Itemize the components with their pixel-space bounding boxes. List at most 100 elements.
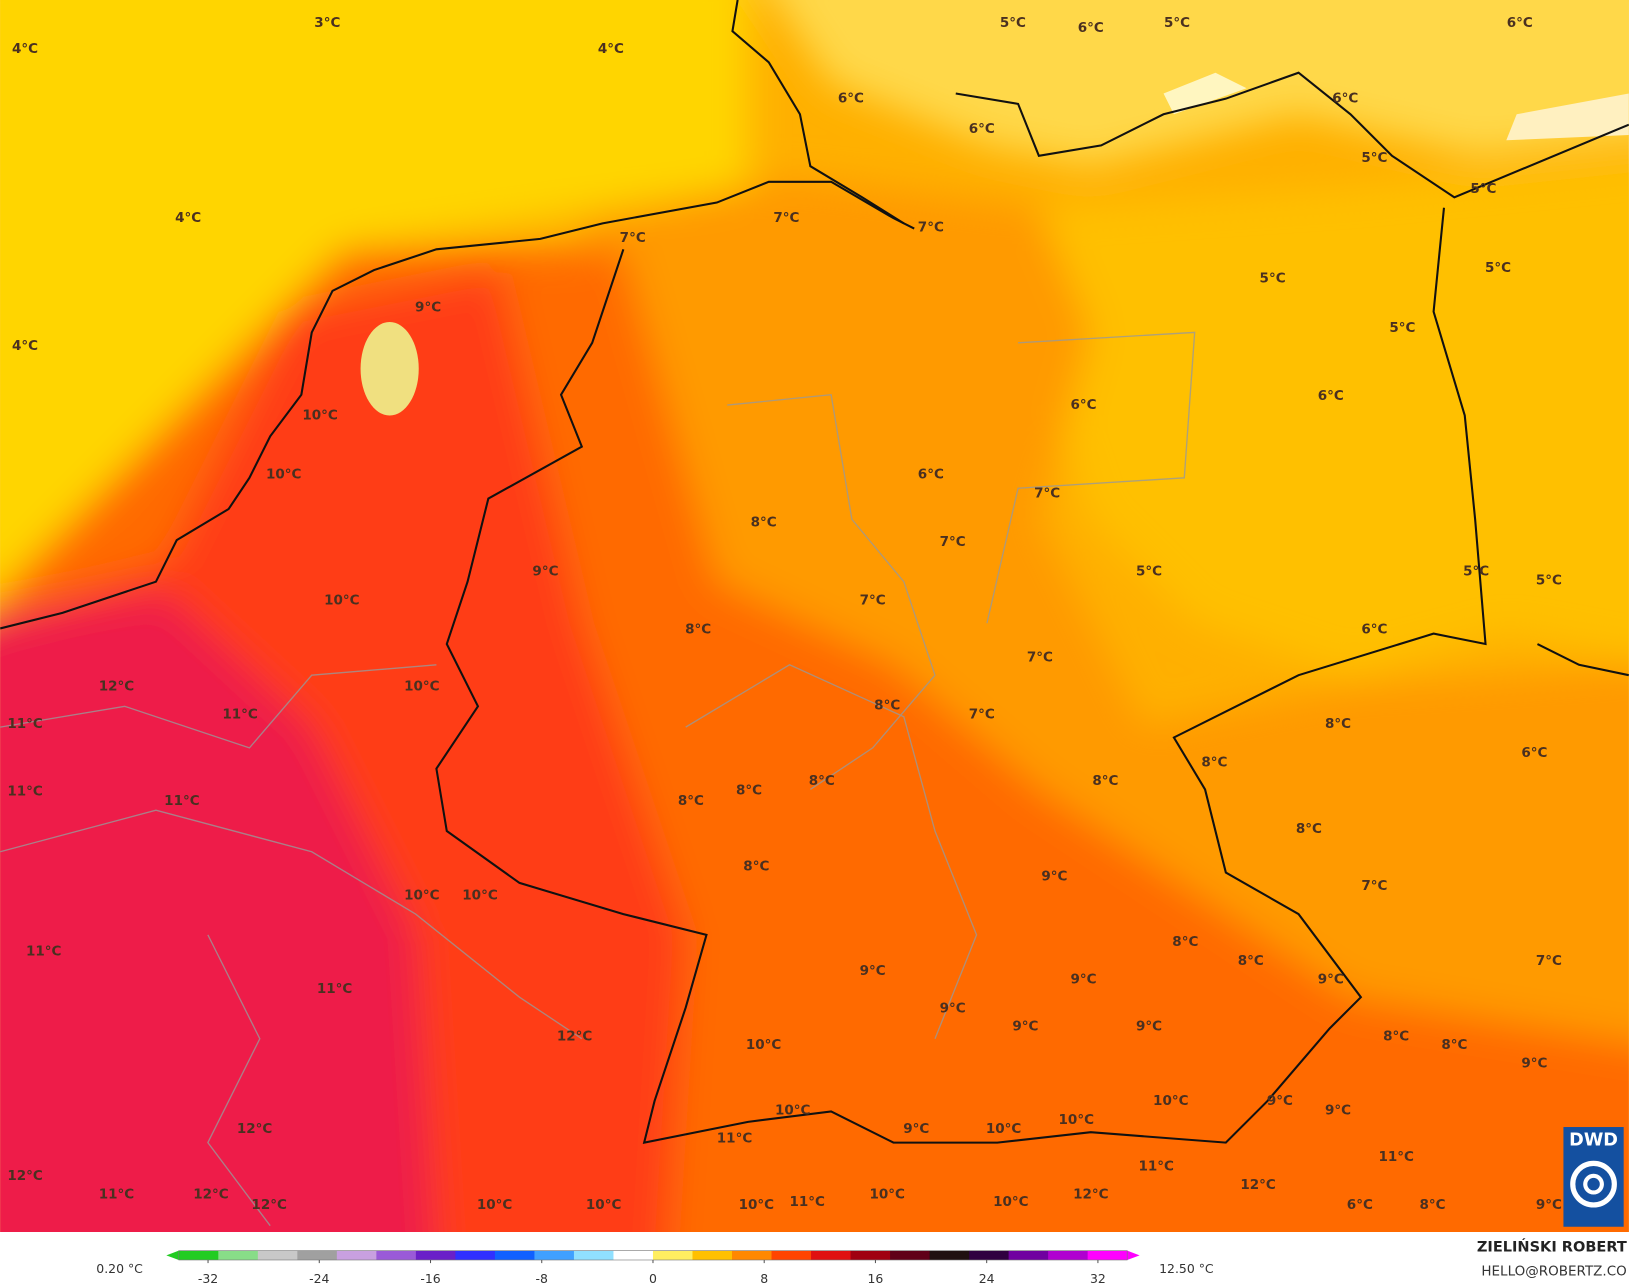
colorbar-segment bbox=[218, 1250, 259, 1260]
colorbar-segment bbox=[732, 1250, 773, 1260]
temperature-label: 5°C bbox=[1361, 150, 1387, 166]
temperature-label: 11°C bbox=[7, 784, 43, 800]
temperature-label: 8°C bbox=[751, 514, 777, 530]
colorbar-segment bbox=[257, 1250, 298, 1260]
temperature-label: 7°C bbox=[940, 534, 966, 550]
temperature-label: 5°C bbox=[1136, 563, 1162, 579]
temperature-label: 10°C bbox=[404, 679, 440, 695]
temperature-label: 9°C bbox=[1318, 972, 1344, 988]
temperature-label: 8°C bbox=[1325, 716, 1351, 732]
colorbar-segment bbox=[890, 1250, 931, 1260]
temperature-label: 4°C bbox=[175, 210, 201, 226]
temperature-label: 8°C bbox=[685, 621, 711, 637]
colorbar-tick-label: -24 bbox=[309, 1271, 329, 1286]
colorbar-tick-label: 32 bbox=[1090, 1271, 1106, 1286]
lake bbox=[360, 322, 419, 416]
temperature-label: 5°C bbox=[1536, 573, 1562, 589]
colorbar-max: 12.50 °C bbox=[1159, 1261, 1214, 1276]
colorbar-tick-label: -32 bbox=[198, 1271, 218, 1286]
temperature-label: 11°C bbox=[317, 981, 353, 997]
temperature-label: 8°C bbox=[809, 773, 835, 789]
temperature-label: 12°C bbox=[237, 1121, 273, 1137]
temperature-label: 6°C bbox=[1347, 1197, 1373, 1213]
colorbar-segment bbox=[811, 1250, 852, 1260]
logo-text: DWD bbox=[1569, 1131, 1618, 1151]
temperature-label: 9°C bbox=[903, 1121, 929, 1137]
colorbar-segment bbox=[178, 1250, 219, 1260]
temperature-label: 10°C bbox=[586, 1197, 622, 1213]
temperature-labels: 3°C 4°C 4°C 5°C 6°C 5°C 6°C 6°C 6°C 6°C 5°C 5°C 4°C 7… bbox=[7, 15, 1562, 1213]
temperature-label: 10°C bbox=[302, 407, 338, 423]
logo-ring bbox=[1570, 1160, 1617, 1208]
colorbar-end bbox=[1127, 1250, 1140, 1260]
temperature-label: 12°C bbox=[99, 679, 135, 695]
region-border bbox=[0, 331, 1196, 1227]
temperature-label: 9°C bbox=[1521, 1056, 1547, 1072]
temperature-label: 11°C bbox=[99, 1187, 135, 1203]
temperature-label: 5°C bbox=[1000, 15, 1026, 31]
colorbar-segment bbox=[1008, 1250, 1049, 1260]
temperature-label: 9°C bbox=[532, 563, 558, 579]
temperature-label: 8°C bbox=[1441, 1037, 1467, 1053]
temperature-label: 11°C bbox=[222, 707, 258, 723]
temperature-label: 12°C bbox=[7, 1168, 43, 1184]
colorbar-segment bbox=[336, 1250, 377, 1260]
temperature-label: 7°C bbox=[773, 210, 799, 226]
colorbar-tick-label: -8 bbox=[536, 1271, 548, 1286]
colorbar-segment bbox=[1048, 1250, 1089, 1260]
cold-patch bbox=[1506, 93, 1629, 141]
temperature-label: 6°C bbox=[1318, 388, 1344, 404]
temperature-label: 7°C bbox=[1536, 953, 1562, 969]
temperature-label: 8°C bbox=[678, 793, 704, 809]
colorbar: 0.20 °C 12.50 °C -32 -24 -16 -8 0 8 16 24 32 bbox=[96, 1250, 1214, 1286]
temperature-label: 10°C bbox=[993, 1194, 1029, 1210]
temperature-label: 12°C bbox=[1073, 1187, 1109, 1203]
temperature-label: 7°C bbox=[1027, 650, 1053, 666]
temperature-label: 8°C bbox=[1238, 953, 1264, 969]
temperature-label: 9°C bbox=[1536, 1197, 1562, 1213]
temperature-label: 8°C bbox=[1092, 773, 1118, 789]
colorbar-segment bbox=[455, 1250, 496, 1260]
temperature-label: 4°C bbox=[12, 41, 38, 57]
logo-ring bbox=[1583, 1173, 1604, 1195]
coastline bbox=[0, 0, 1629, 630]
temperature-label: 12°C bbox=[1240, 1177, 1276, 1193]
temperature-label: 9°C bbox=[1071, 972, 1097, 988]
temperature-label: 10°C bbox=[477, 1197, 513, 1213]
colorbar-segment bbox=[1087, 1250, 1128, 1260]
colorbar-min: 0.20 °C bbox=[96, 1261, 143, 1276]
colorbar-segment bbox=[297, 1250, 338, 1260]
temperature-label: 6°C bbox=[969, 121, 995, 137]
temperature-label: 10°C bbox=[1059, 1112, 1095, 1128]
temperature-label: 8°C bbox=[1172, 934, 1198, 950]
temperature-label: 10°C bbox=[324, 592, 360, 608]
temperature-label: 7°C bbox=[860, 592, 886, 608]
temperature-label: 11°C bbox=[164, 793, 200, 809]
colorbar-segment bbox=[929, 1250, 970, 1260]
temperature-label: 11°C bbox=[1139, 1159, 1175, 1175]
colorbar-segment bbox=[415, 1250, 456, 1260]
temperature-label: 10°C bbox=[739, 1197, 775, 1213]
temperature-label: 8°C bbox=[874, 697, 900, 713]
temperature-label: 6°C bbox=[1521, 745, 1547, 761]
temperature-label: 8°C bbox=[1201, 754, 1227, 770]
colorbar-segment bbox=[692, 1250, 733, 1260]
temperature-label: 11°C bbox=[7, 716, 43, 732]
colorbar-segment bbox=[652, 1250, 694, 1260]
temperature-label: 8°C bbox=[1383, 1029, 1409, 1045]
temperature-label: 6°C bbox=[1361, 621, 1387, 637]
temperature-label: 10°C bbox=[986, 1121, 1022, 1137]
temperature-label: 9°C bbox=[860, 963, 886, 979]
temperature-label: 5°C bbox=[1389, 320, 1415, 336]
colorbar-tick-label: 0 bbox=[649, 1271, 657, 1286]
logo: DWD bbox=[1563, 1127, 1624, 1227]
temperature-label: 7°C bbox=[1034, 485, 1060, 501]
temperature-label: 12°C bbox=[557, 1029, 593, 1045]
temperature-label: 6°C bbox=[1332, 91, 1358, 107]
temperature-label: 9°C bbox=[1136, 1018, 1162, 1034]
temperature-label: 6°C bbox=[838, 91, 864, 107]
temperature-label: 10°C bbox=[462, 887, 498, 903]
temperature-label: 8°C bbox=[743, 858, 769, 874]
colorbar-tick-label: 24 bbox=[979, 1271, 995, 1286]
